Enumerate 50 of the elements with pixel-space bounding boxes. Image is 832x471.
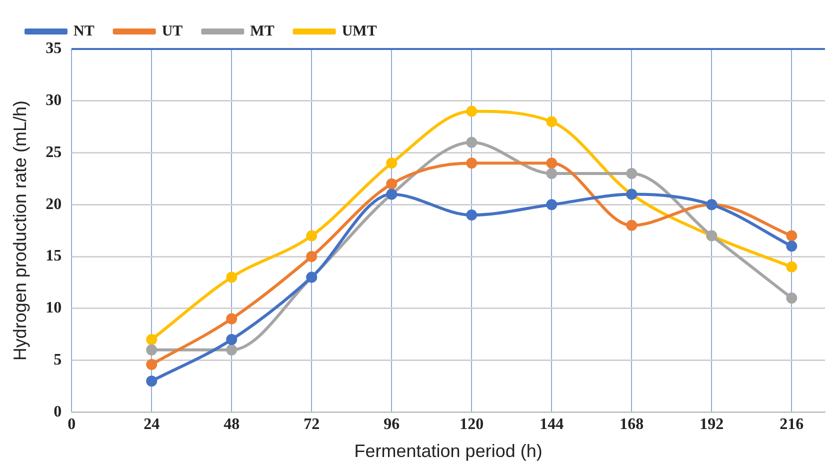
x-tick-label: 192	[700, 416, 724, 433]
legend-label: NT	[74, 23, 94, 40]
point	[546, 158, 558, 169]
y-tick-label: 10	[46, 300, 62, 317]
point	[466, 136, 478, 148]
x-tick-label: 48	[224, 416, 240, 433]
x-tick-label: 72	[304, 416, 320, 433]
point	[786, 261, 798, 272]
point	[146, 334, 158, 346]
y-tick-label: 20	[46, 196, 62, 213]
point	[146, 344, 158, 356]
point	[146, 376, 158, 387]
x-axis-title: Fermentation period (h)	[354, 441, 542, 462]
x-tick-label: 144	[540, 416, 564, 433]
point	[786, 292, 798, 304]
point	[226, 272, 238, 283]
point	[306, 230, 318, 242]
legend-label: MT	[250, 23, 274, 40]
point	[786, 240, 798, 252]
x-tick-label: 168	[620, 416, 644, 433]
y-axis-title: Hydrogen production rate (mL/h)	[10, 100, 30, 361]
point	[386, 158, 398, 169]
point	[626, 168, 638, 180]
point	[786, 230, 798, 242]
x-tick-label: 120	[460, 416, 484, 433]
point	[626, 220, 638, 231]
point	[466, 106, 478, 117]
y-tick-label: 0	[54, 403, 62, 420]
point	[226, 334, 238, 346]
point	[546, 168, 558, 180]
y-tick-label: 15	[46, 248, 62, 265]
y-tick-label: 30	[46, 92, 62, 110]
y-tick-label: 25	[46, 144, 62, 161]
y-tick-label: 5	[54, 351, 62, 368]
point	[306, 251, 318, 262]
x-tick-label: 24	[144, 416, 160, 433]
point	[546, 199, 558, 210]
point	[466, 210, 478, 221]
point	[226, 313, 238, 324]
point	[386, 178, 398, 190]
legend-label: UT	[162, 23, 183, 40]
point	[146, 358, 158, 370]
legend-label: UMT	[342, 23, 377, 40]
x-tick-label: 216	[780, 416, 804, 433]
point	[466, 158, 478, 169]
point	[546, 116, 558, 128]
x-tick-label: 0	[68, 416, 76, 433]
x-tick-label: 96	[384, 416, 400, 433]
point	[226, 344, 238, 356]
y-tick-label: 35	[46, 40, 62, 58]
